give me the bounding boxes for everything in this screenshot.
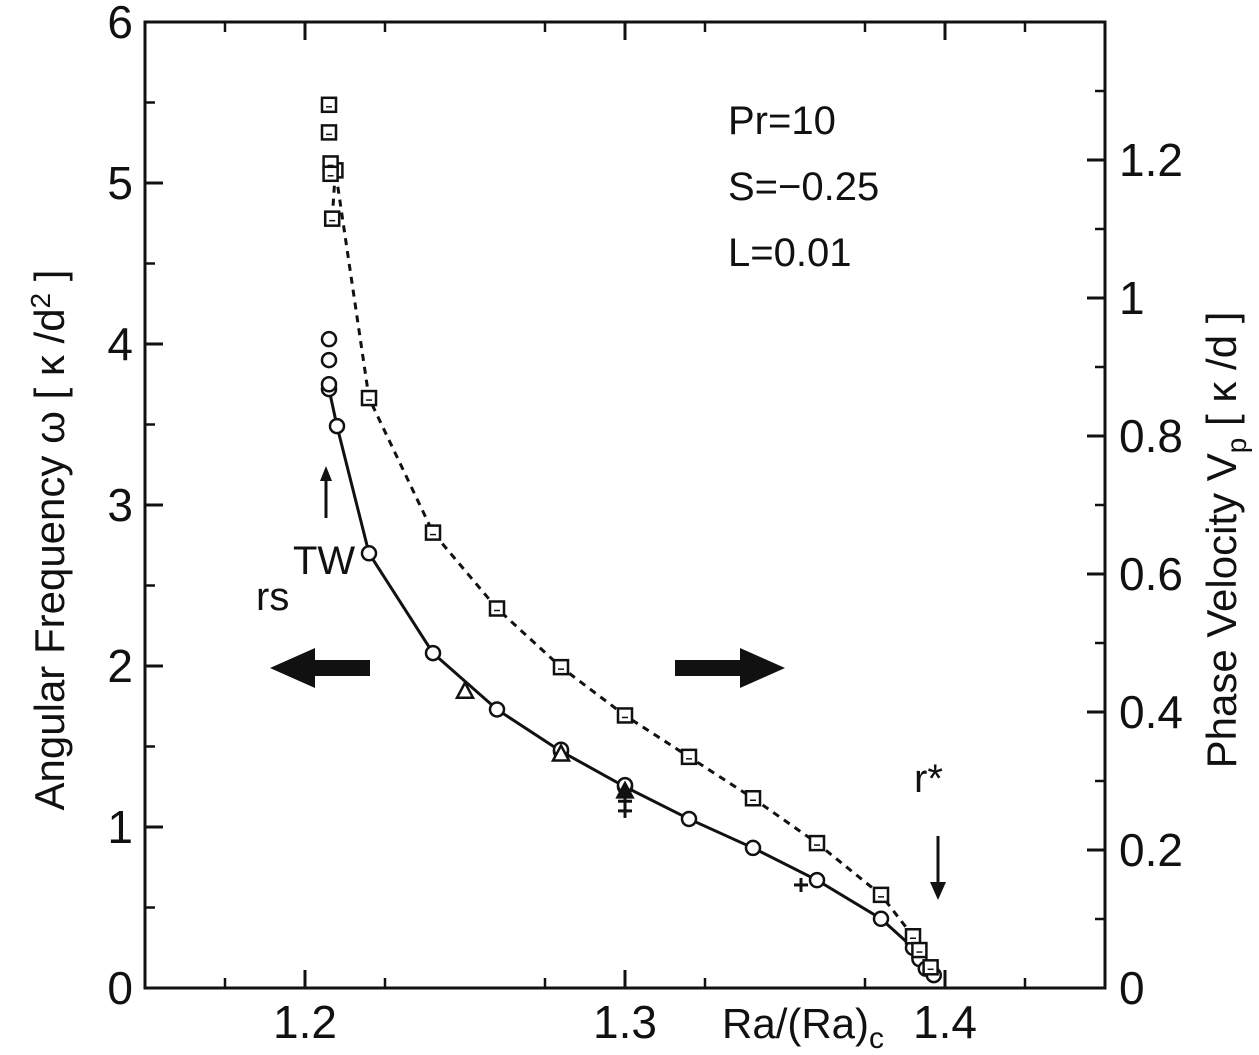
circle-marker [320, 351, 338, 369]
circle-marker [872, 910, 890, 928]
right-arrow-icon [675, 648, 785, 688]
rstar-arrow-head [930, 882, 946, 900]
series-lines [327, 170, 935, 977]
square-marker [552, 658, 570, 676]
square-marker [616, 707, 634, 724]
circle-marker [680, 810, 698, 828]
square-marker [320, 96, 338, 114]
y-left-tick-label: 3 [107, 479, 133, 531]
rstar-label: r* [914, 757, 943, 801]
y-left-tick-label: 4 [107, 318, 133, 370]
square-marker [323, 210, 341, 227]
triangle-marker [550, 742, 572, 762]
square-marker [322, 165, 339, 183]
angular-frequency-line [327, 388, 935, 977]
x-axis-title: Ra/(Ra)c [722, 1000, 884, 1055]
y-left-tick-label: 1 [107, 801, 133, 853]
square-marker [320, 124, 338, 141]
x-tick-label: 1.2 [273, 996, 337, 1048]
annotations: Pr=10 S=−0.25 L=0.01 rs TW r* [256, 99, 946, 900]
plot-border [143, 20, 1107, 990]
param-l: L=0.01 [728, 231, 851, 275]
rs-superscript: TW [293, 539, 355, 583]
circle-marker [808, 871, 826, 889]
param-s: S=−0.25 [728, 165, 879, 209]
series-markers [320, 96, 943, 984]
y-right-tick-label: 0.8 [1119, 410, 1183, 462]
y-right-tick-label: 0 [1119, 962, 1145, 1014]
axis-tick-labels: 1.2 1.3 1.4 0 1 2 3 4 5 6 0 0.2 0.4 0.6 0.8 1 1.2 [107, 0, 1183, 1048]
square-marker [911, 941, 928, 959]
square-marker [744, 790, 762, 807]
rs-label: rs [256, 575, 289, 619]
circle-marker [744, 839, 762, 857]
triangle-marker [454, 680, 476, 700]
circle-marker [328, 417, 346, 435]
square-marker [488, 600, 506, 617]
param-pr: Pr=10 [728, 99, 836, 143]
circle-marker [488, 701, 506, 718]
circle-marker [320, 376, 338, 393]
y-left-tick-label: 2 [107, 640, 133, 692]
square-marker [872, 886, 890, 904]
y-axis-title-left: Angular Frequency ω [ κ /d2 ] [25, 270, 73, 811]
x-tick-label: 1.3 [593, 996, 657, 1048]
axis-ticks [145, 20, 1105, 990]
y-right-tick-label: 1.2 [1119, 134, 1183, 186]
y-right-tick-label: 0.4 [1119, 686, 1183, 738]
circle-marker [360, 545, 378, 562]
square-marker [424, 524, 442, 541]
phase-velocity-line [330, 170, 932, 969]
left-arrow-icon [270, 648, 370, 688]
square-marker [922, 959, 939, 976]
y-left-tick-label: 0 [107, 962, 133, 1014]
y-axis-title-right: Phase Velocity Vp [ κ /d ] [1198, 312, 1252, 769]
square-marker [360, 389, 378, 407]
circle-marker [424, 644, 442, 662]
x-tick-label: 1.4 [913, 996, 977, 1048]
rs-label-main: rs [256, 575, 289, 619]
square-marker [680, 748, 698, 766]
rs-arrow-head [320, 466, 332, 481]
circle-marker [320, 330, 338, 348]
y-right-tick-label: 0.6 [1119, 548, 1183, 600]
y-left-tick-label: 5 [107, 157, 133, 209]
plot-frame [143, 20, 1107, 990]
square-marker [904, 928, 922, 945]
y-left-tick-label: 6 [107, 0, 133, 48]
y-right-tick-label: 0.2 [1119, 824, 1183, 876]
square-marker [808, 834, 826, 852]
y-right-tick-label: 1 [1119, 272, 1145, 324]
